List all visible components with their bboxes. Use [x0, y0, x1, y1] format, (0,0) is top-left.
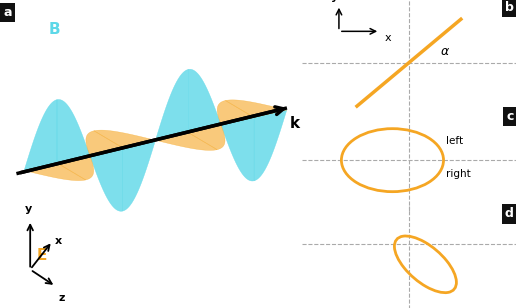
Text: right: right: [446, 169, 471, 179]
Polygon shape: [24, 163, 86, 180]
Text: d: d: [505, 207, 514, 221]
Polygon shape: [94, 130, 156, 148]
Text: z: z: [58, 293, 64, 303]
Text: y: y: [25, 205, 32, 214]
Polygon shape: [90, 148, 123, 211]
Text: a: a: [3, 6, 11, 19]
Polygon shape: [221, 118, 254, 181]
Text: y: y: [331, 0, 338, 2]
Polygon shape: [188, 69, 221, 133]
Polygon shape: [57, 155, 94, 180]
Polygon shape: [156, 69, 188, 140]
Text: E: E: [36, 248, 46, 262]
Polygon shape: [188, 125, 225, 150]
Text: x: x: [384, 33, 391, 43]
Polygon shape: [123, 140, 156, 211]
Text: k: k: [290, 116, 300, 131]
Text: b: b: [505, 1, 514, 14]
Text: c: c: [507, 110, 514, 124]
Polygon shape: [156, 133, 217, 150]
Text: B: B: [49, 22, 60, 37]
Text: $\alpha$: $\alpha$: [440, 45, 450, 58]
Polygon shape: [86, 131, 123, 155]
Polygon shape: [225, 100, 287, 118]
Text: x: x: [55, 236, 62, 246]
Polygon shape: [254, 110, 287, 181]
Polygon shape: [217, 100, 254, 125]
Polygon shape: [24, 100, 57, 171]
Polygon shape: [57, 99, 90, 163]
Text: left: left: [446, 136, 463, 146]
